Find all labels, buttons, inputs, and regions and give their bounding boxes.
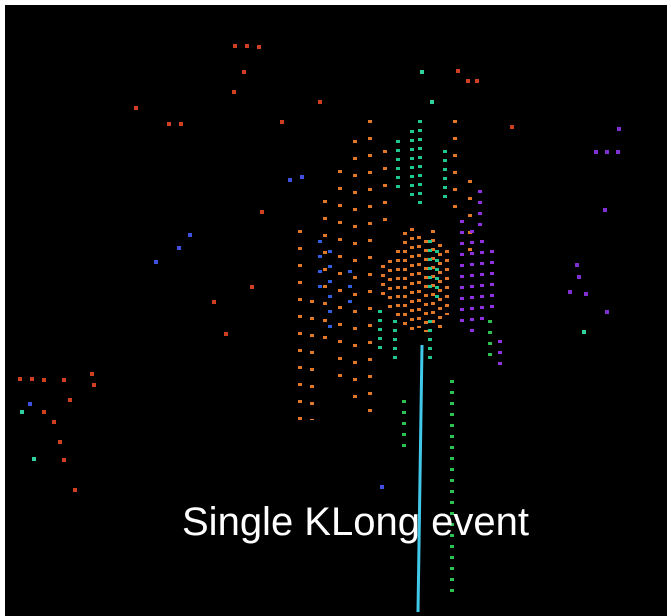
hit xyxy=(177,246,181,250)
hit xyxy=(456,69,460,73)
hit xyxy=(616,150,620,154)
hit xyxy=(154,260,158,264)
hit xyxy=(134,106,138,110)
hit xyxy=(58,440,62,444)
hit xyxy=(257,45,261,49)
hit xyxy=(232,90,236,94)
hit xyxy=(52,420,56,424)
caption: Single KLong event xyxy=(182,500,529,544)
hit xyxy=(18,377,22,381)
hit xyxy=(73,488,77,492)
hit xyxy=(250,285,254,289)
hit xyxy=(594,150,598,154)
hit xyxy=(92,383,96,387)
hit xyxy=(167,122,171,126)
hit xyxy=(430,100,434,104)
page: Single KLong event (() => { const data =… xyxy=(0,0,671,616)
hit xyxy=(242,70,246,74)
hit xyxy=(188,233,192,237)
hit xyxy=(179,122,183,126)
hit xyxy=(212,300,216,304)
hit xyxy=(245,44,249,48)
hit xyxy=(224,332,228,336)
hit xyxy=(20,410,24,414)
hit xyxy=(420,70,424,74)
hit xyxy=(300,175,304,179)
hit xyxy=(42,410,46,414)
hit xyxy=(280,120,284,124)
hit xyxy=(32,457,36,461)
hit xyxy=(605,150,609,154)
event-display: Single KLong event xyxy=(0,0,671,616)
hit xyxy=(233,44,237,48)
hit xyxy=(90,372,94,376)
hit xyxy=(582,330,586,334)
hit xyxy=(380,485,384,489)
hit xyxy=(568,290,572,294)
hit xyxy=(68,398,72,402)
hit xyxy=(584,292,588,296)
hit xyxy=(288,178,292,182)
hit xyxy=(42,378,46,382)
hit xyxy=(318,100,322,104)
hit xyxy=(575,263,579,267)
hit xyxy=(30,377,34,381)
hit xyxy=(617,127,621,131)
hit xyxy=(475,79,479,83)
hit xyxy=(466,79,470,83)
hit xyxy=(28,402,32,406)
hit xyxy=(62,378,66,382)
hit xyxy=(510,125,514,129)
hit xyxy=(603,208,607,212)
hit xyxy=(62,458,66,462)
hit xyxy=(260,210,264,214)
hit xyxy=(577,275,581,279)
hit xyxy=(605,310,609,314)
